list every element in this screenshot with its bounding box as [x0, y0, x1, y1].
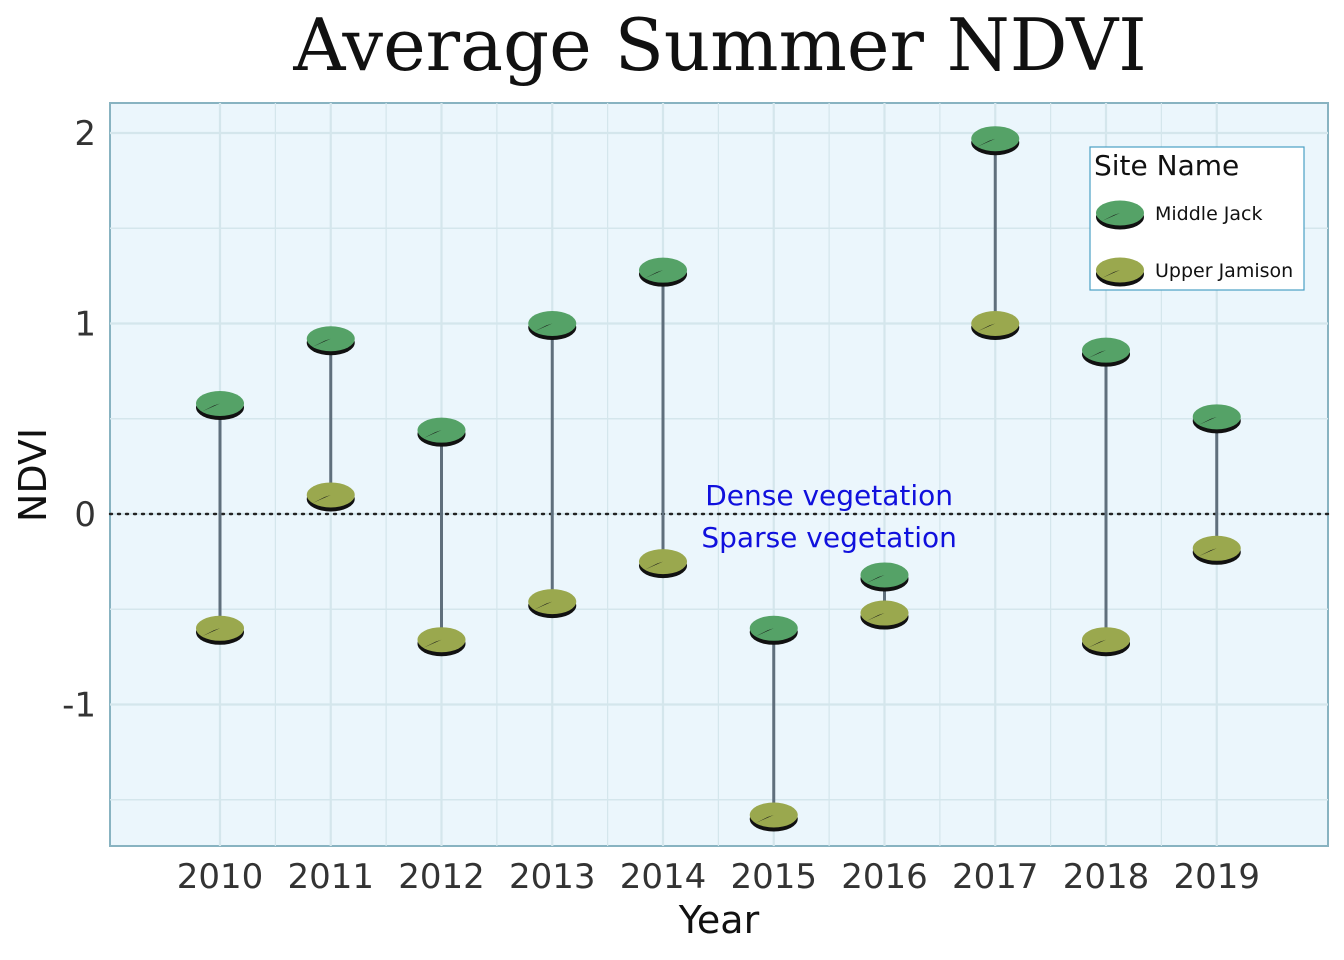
chart-title: Average Summer NDVI	[292, 3, 1146, 87]
marker-notch	[1102, 270, 1120, 278]
marker-notch	[202, 403, 220, 412]
marker-notch	[866, 613, 885, 622]
legend-key	[1096, 200, 1144, 230]
x-tick-label: 2019	[1173, 857, 1260, 897]
legend-key	[1096, 257, 1144, 287]
legend-label: Upper Jamison	[1155, 260, 1293, 282]
data-point	[971, 126, 1020, 156]
x-tick-label: 2013	[509, 857, 596, 897]
marker-notch	[1088, 639, 1106, 648]
x-tick-label: 2010	[177, 857, 264, 897]
marker-notch	[202, 628, 220, 637]
x-axis-title: Year	[678, 898, 760, 942]
legend-items: Middle Jack Upper Jamison	[1096, 200, 1293, 287]
data-point	[1192, 535, 1241, 565]
marker-notch	[977, 138, 996, 147]
data-point	[749, 615, 798, 645]
y-tick-label: 2	[74, 114, 96, 154]
data-point	[306, 482, 355, 512]
data-point	[749, 802, 798, 832]
legend-label: Middle Jack	[1155, 203, 1263, 225]
x-tick-label: 2017	[952, 857, 1039, 897]
marker-notch	[977, 323, 996, 332]
x-tick-label: 2011	[287, 857, 374, 897]
marker-notch	[1198, 548, 1217, 557]
marker-notch	[312, 338, 331, 347]
data-point	[196, 391, 244, 421]
marker-notch	[1198, 416, 1217, 425]
x-tick-label: 2015	[730, 857, 817, 897]
y-axis-title: NDVI	[11, 428, 55, 522]
annotation-layer: Dense vegetation Sparse vegetation	[701, 479, 957, 554]
data-point	[971, 311, 1020, 340]
data-point	[639, 549, 687, 579]
data-point	[1082, 627, 1130, 657]
legend: Site Name Middle Jack Upper Jamison	[1089, 146, 1305, 291]
marker-notch	[1088, 350, 1106, 359]
annotation-text: Dense vegetation	[705, 479, 953, 512]
dumbbell-layer	[196, 126, 1241, 832]
data-point	[528, 589, 577, 619]
legend-title: Site Name	[1094, 149, 1239, 182]
marker-notch	[534, 323, 553, 332]
data-point	[528, 311, 577, 340]
x-tick-label: 2018	[1063, 857, 1150, 897]
marker-notch	[755, 814, 774, 823]
marker-notch	[866, 574, 885, 583]
marker-notch	[534, 601, 553, 610]
marker-notch	[645, 270, 663, 279]
marker-notch	[423, 639, 442, 648]
marker-notch	[1102, 213, 1120, 221]
marker-notch	[645, 561, 663, 570]
tick-label-layer: -1 0 1 2 2010 2011 2012 2013 2014 2015 2016 2017 201…	[62, 114, 1260, 897]
x-tick-label: 2016	[841, 857, 928, 897]
marker-notch	[423, 430, 442, 439]
data-point	[860, 562, 909, 592]
annotation-text: Sparse vegetation	[701, 521, 957, 554]
x-tick-label: 2012	[398, 857, 485, 897]
marker-notch	[755, 628, 774, 637]
data-point	[860, 600, 909, 630]
y-tick-label: 0	[74, 495, 96, 535]
data-point	[306, 326, 355, 356]
marker-notch	[312, 494, 331, 503]
data-point	[1082, 337, 1130, 367]
data-point	[639, 257, 687, 287]
y-tick-label: 1	[74, 305, 96, 345]
y-tick-label: -1	[62, 686, 96, 726]
x-tick-label: 2014	[620, 857, 707, 897]
data-point	[417, 627, 466, 657]
data-point	[196, 615, 244, 645]
data-point	[1192, 404, 1241, 434]
data-point	[417, 417, 466, 447]
